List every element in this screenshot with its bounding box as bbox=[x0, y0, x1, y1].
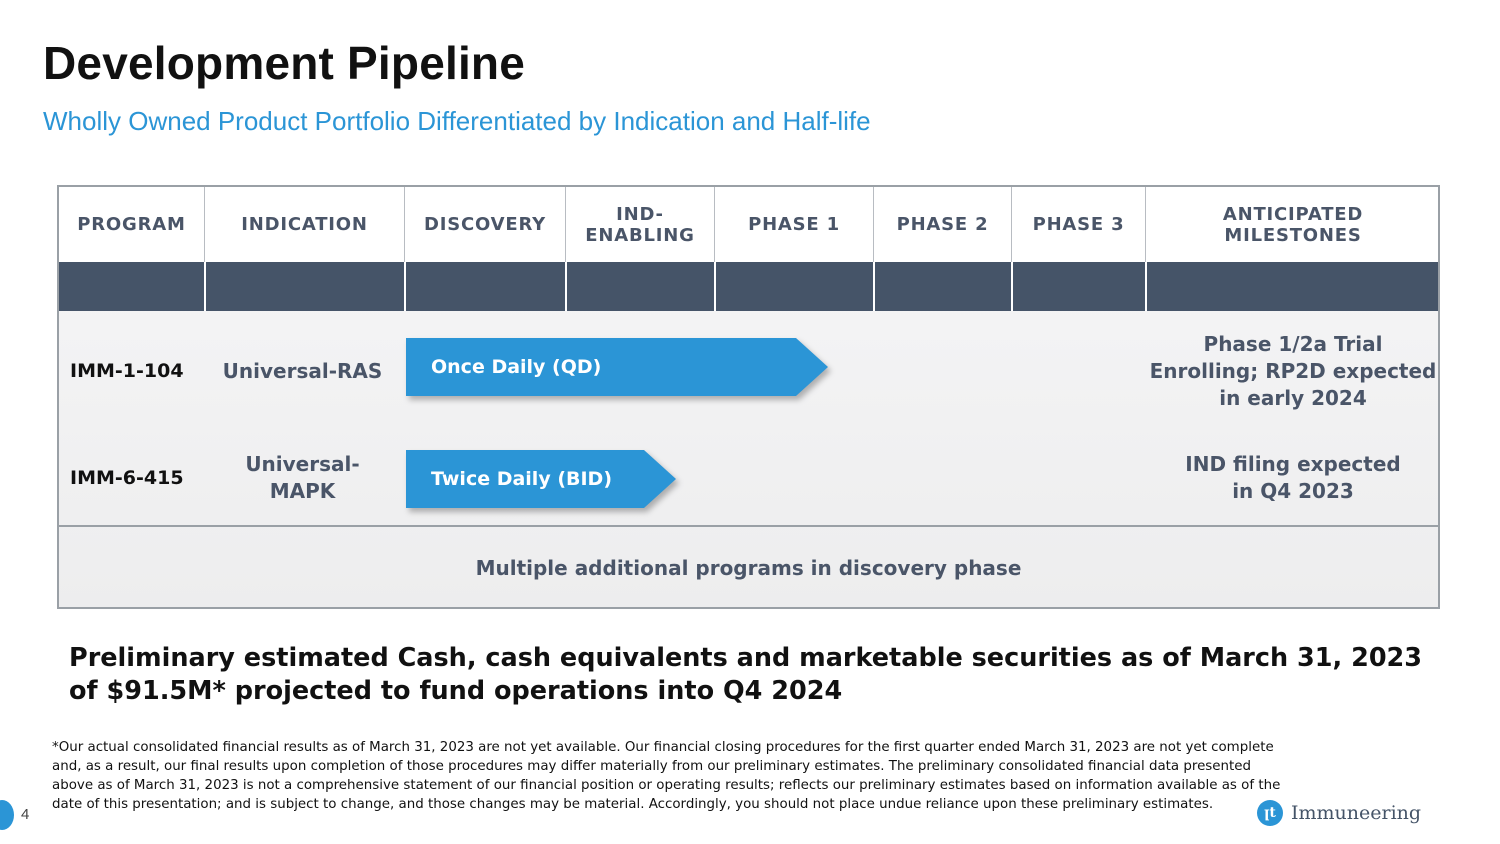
page-subtitle: Wholly Owned Product Portfolio Different… bbox=[43, 106, 871, 136]
cash-statement: Preliminary estimated Cash, cash equival… bbox=[69, 643, 1423, 706]
header-anticipated-milestones: ANTICIPATED MILESTONES bbox=[1222, 203, 1364, 246]
progress-arrow: Twice Daily (BID) bbox=[406, 450, 676, 508]
header-color-band bbox=[59, 262, 1438, 311]
header-ind-enabling: IND- ENABLING bbox=[566, 187, 715, 262]
immuneering-logo-icon: ꞁt bbox=[1257, 800, 1283, 826]
table-header-row: PROGRAM INDICATION DISCOVERY IND- ENABLI… bbox=[59, 187, 1438, 262]
progress-arrow-label: Once Daily (QD) bbox=[406, 338, 828, 396]
logo-text: Immuneering bbox=[1291, 802, 1422, 824]
page-number: 4 bbox=[21, 806, 30, 823]
band-divider bbox=[204, 262, 206, 311]
header-indication: INDICATION bbox=[205, 187, 405, 262]
milestone-text: IND filing expected in Q4 2023 bbox=[1185, 452, 1401, 503]
band-divider bbox=[404, 262, 406, 311]
header-phase-2: PHASE 2 bbox=[874, 187, 1012, 262]
progress-arrow: Once Daily (QD) bbox=[406, 338, 828, 396]
page-title: Development Pipeline bbox=[43, 37, 526, 89]
band-divider bbox=[1011, 262, 1013, 311]
band-divider bbox=[1145, 262, 1147, 311]
page-marker-icon bbox=[0, 800, 14, 830]
program-name: IMM-1-104 bbox=[70, 360, 184, 382]
pipeline-table: PROGRAM INDICATION DISCOVERY IND- ENABLI… bbox=[57, 185, 1440, 609]
milestone-text: Phase 1/2a Trial Enrolling; RP2D expecte… bbox=[1149, 331, 1437, 410]
band-divider bbox=[714, 262, 716, 311]
footnote: *Our actual consolidated financial resul… bbox=[52, 740, 1281, 812]
table-divider bbox=[59, 525, 1438, 527]
program-indication: Universal- MAPK bbox=[245, 452, 360, 503]
company-logo: ꞁt Immuneering bbox=[1257, 800, 1421, 826]
band-divider bbox=[565, 262, 567, 311]
band-divider bbox=[873, 262, 875, 311]
header-phase-3: PHASE 3 bbox=[1012, 187, 1146, 262]
header-discovery: DISCOVERY bbox=[405, 187, 566, 262]
progress-arrow-label: Twice Daily (BID) bbox=[406, 450, 676, 508]
program-name: IMM-6-415 bbox=[70, 467, 184, 489]
header-phase-1: PHASE 1 bbox=[715, 187, 874, 262]
header-program: PROGRAM bbox=[59, 187, 205, 262]
discovery-note: Multiple additional programs in discover… bbox=[475, 556, 1022, 580]
program-indication: Universal-RAS bbox=[222, 358, 383, 383]
